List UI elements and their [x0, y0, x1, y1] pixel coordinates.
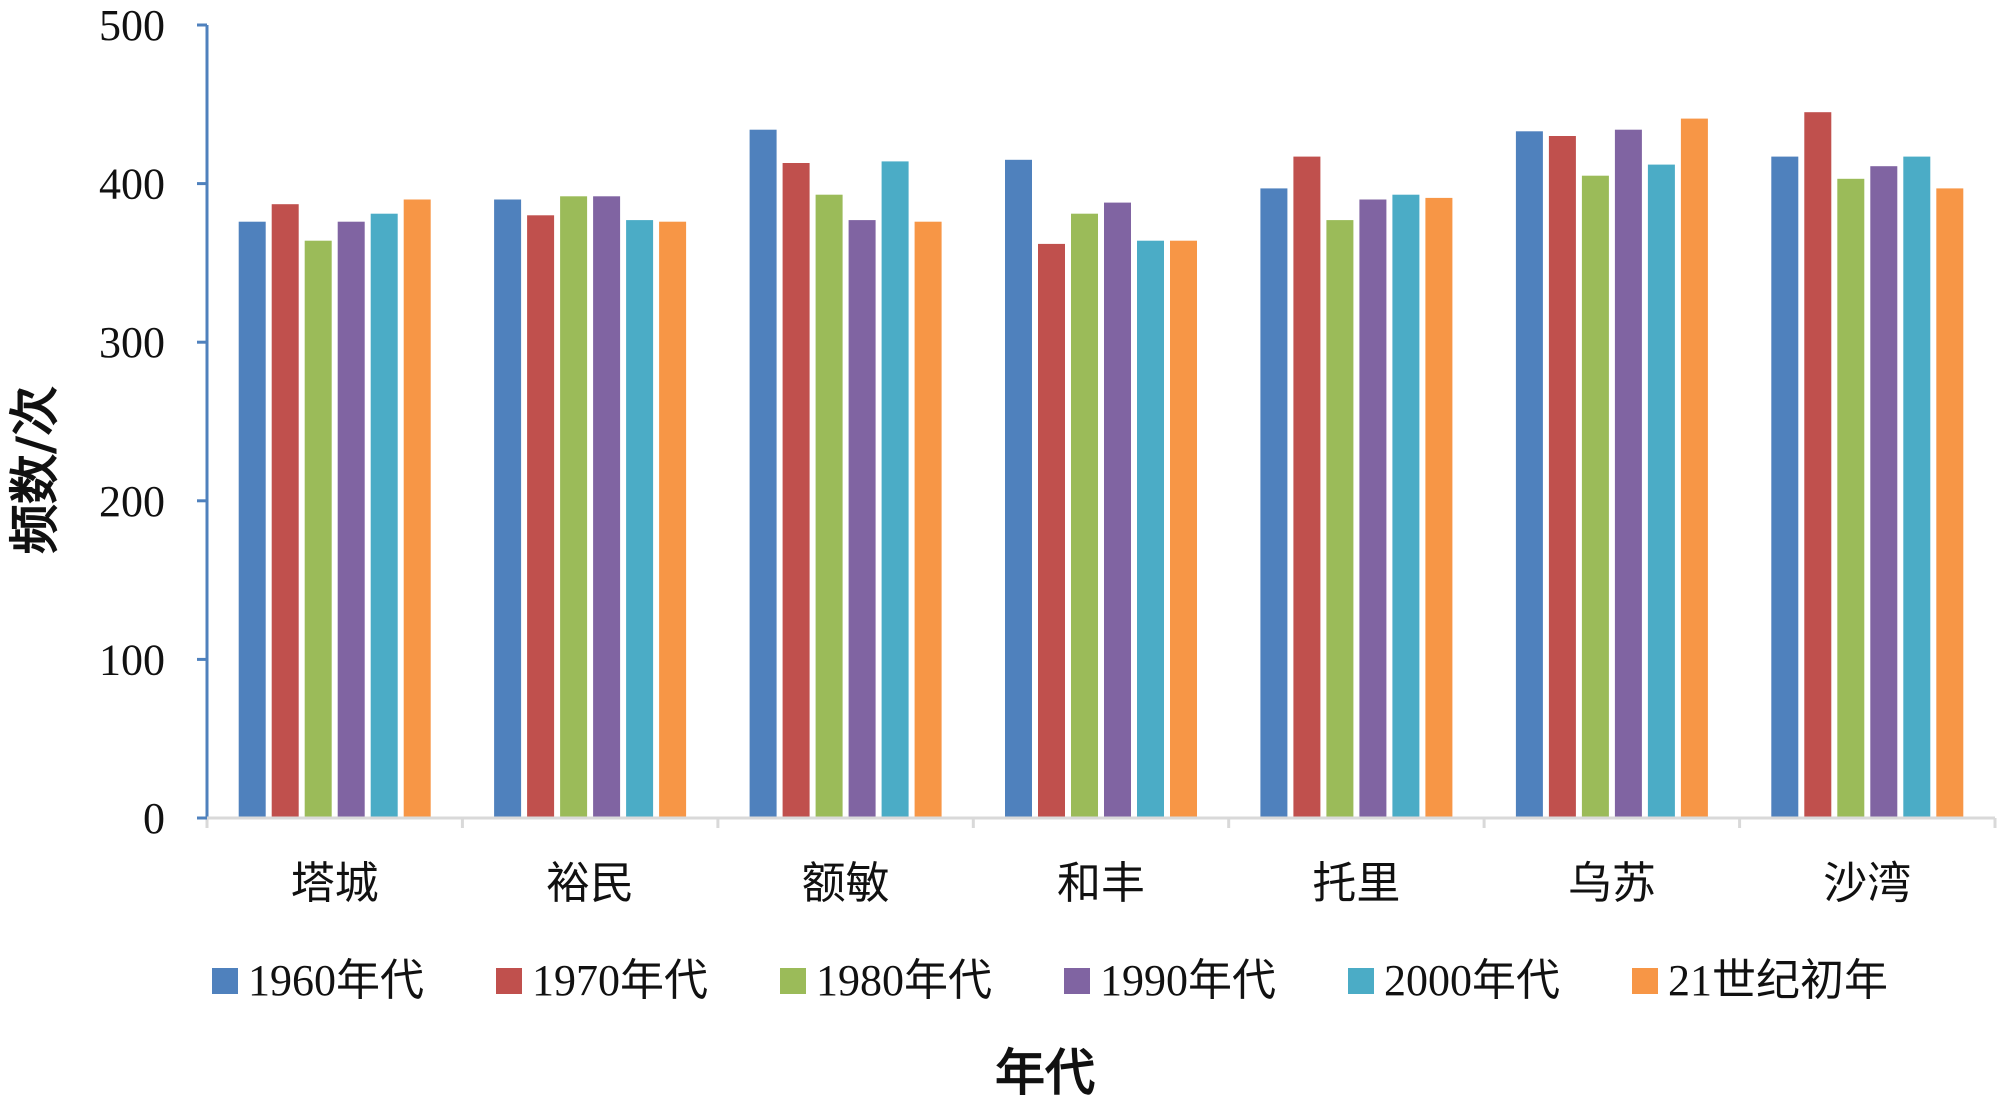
- y-tick-label: 0: [143, 794, 165, 843]
- legend-label: 2000年代: [1384, 956, 1560, 1005]
- bar-4-5: [1137, 240, 1164, 818]
- legend-label: 1990年代: [1100, 956, 1276, 1005]
- bar-7-4: [1870, 166, 1898, 818]
- y-tick-label: 400: [99, 160, 165, 209]
- axes-layer: [197, 23, 1997, 828]
- bar-1-5: [370, 213, 398, 818]
- bar-7-2: [1804, 112, 1832, 818]
- legend-label: 1970年代: [532, 956, 708, 1005]
- category-label: 塔城: [291, 858, 379, 909]
- legend-label: 1960年代: [248, 956, 424, 1005]
- bar-5-1: [1260, 188, 1288, 818]
- y-axis-title: 频数/次: [6, 386, 64, 554]
- bar-5-6: [1425, 197, 1453, 818]
- x-axis-title: 年代: [995, 1044, 1095, 1101]
- bar-6-6: [1680, 118, 1708, 819]
- bar-5-3: [1326, 220, 1354, 819]
- bar-6-4: [1614, 129, 1642, 818]
- bar-5-4: [1359, 199, 1387, 818]
- bar-3-2: [782, 163, 810, 818]
- legend-swatch: [1064, 968, 1090, 994]
- bar-4-1: [1005, 159, 1032, 819]
- x-category-labels: 塔城 裕民 额敏 和丰 托里 乌苏 沙湾: [291, 858, 1912, 909]
- bar-7-1: [1771, 156, 1799, 819]
- bar-7-6: [1936, 188, 1964, 818]
- y-tick-label: 500: [99, 1, 165, 50]
- legend-swatch: [212, 968, 238, 994]
- legend-swatch: [1632, 968, 1658, 994]
- bar-3-1: [749, 129, 777, 818]
- bar-2-5: [626, 220, 654, 819]
- bar-4-3: [1071, 213, 1098, 818]
- bar-1-4: [337, 221, 365, 818]
- bar-7-3: [1837, 178, 1865, 819]
- legend-label: 1980年代: [816, 956, 992, 1005]
- legend-swatch: [780, 968, 806, 994]
- bar-2-6: [659, 221, 687, 818]
- category-label: 沙湾: [1823, 858, 1911, 909]
- bar-1-3: [304, 240, 332, 818]
- y-tick-labels: 0 100 200 300 400 500: [99, 1, 165, 843]
- y-tick-label: 100: [99, 635, 165, 684]
- category-label: 托里: [1312, 858, 1400, 909]
- bar-3-4: [848, 220, 876, 819]
- category-label: 裕民: [546, 858, 634, 909]
- bar-4-4: [1104, 202, 1131, 819]
- legend: 1960年代 1970年代 1980年代 1990年代 2000年代 21世纪初年: [212, 956, 1888, 1005]
- legend-label: 21世纪初年: [1668, 956, 1888, 1005]
- bar-6-1: [1515, 131, 1543, 819]
- category-label: 额敏: [802, 858, 890, 909]
- bar-1-1: [238, 221, 266, 818]
- bar-2-3: [560, 196, 588, 819]
- bar-2-4: [593, 196, 621, 819]
- bar-5-5: [1392, 194, 1420, 818]
- bar-6-5: [1647, 164, 1675, 819]
- bars-layer: [238, 112, 1964, 819]
- legend-swatch: [1348, 968, 1374, 994]
- bar-3-3: [815, 194, 843, 818]
- bar-2-1: [494, 199, 522, 818]
- bar-6-3: [1581, 175, 1609, 818]
- legend-swatch: [496, 968, 522, 994]
- bar-4-2: [1038, 243, 1065, 818]
- bar-5-2: [1293, 156, 1321, 819]
- bar-1-6: [403, 199, 431, 818]
- y-tick-label: 300: [99, 318, 165, 367]
- bar-6-2: [1548, 136, 1576, 818]
- bar-1-2: [271, 204, 299, 818]
- y-tick-label: 200: [99, 477, 165, 526]
- bar-2-2: [527, 215, 555, 819]
- bar-4-6: [1170, 240, 1197, 818]
- category-label: 乌苏: [1568, 858, 1656, 909]
- category-label: 和丰: [1057, 858, 1145, 909]
- bar-7-5: [1903, 156, 1931, 819]
- bar-3-6: [914, 221, 942, 818]
- bar-3-5: [881, 161, 909, 818]
